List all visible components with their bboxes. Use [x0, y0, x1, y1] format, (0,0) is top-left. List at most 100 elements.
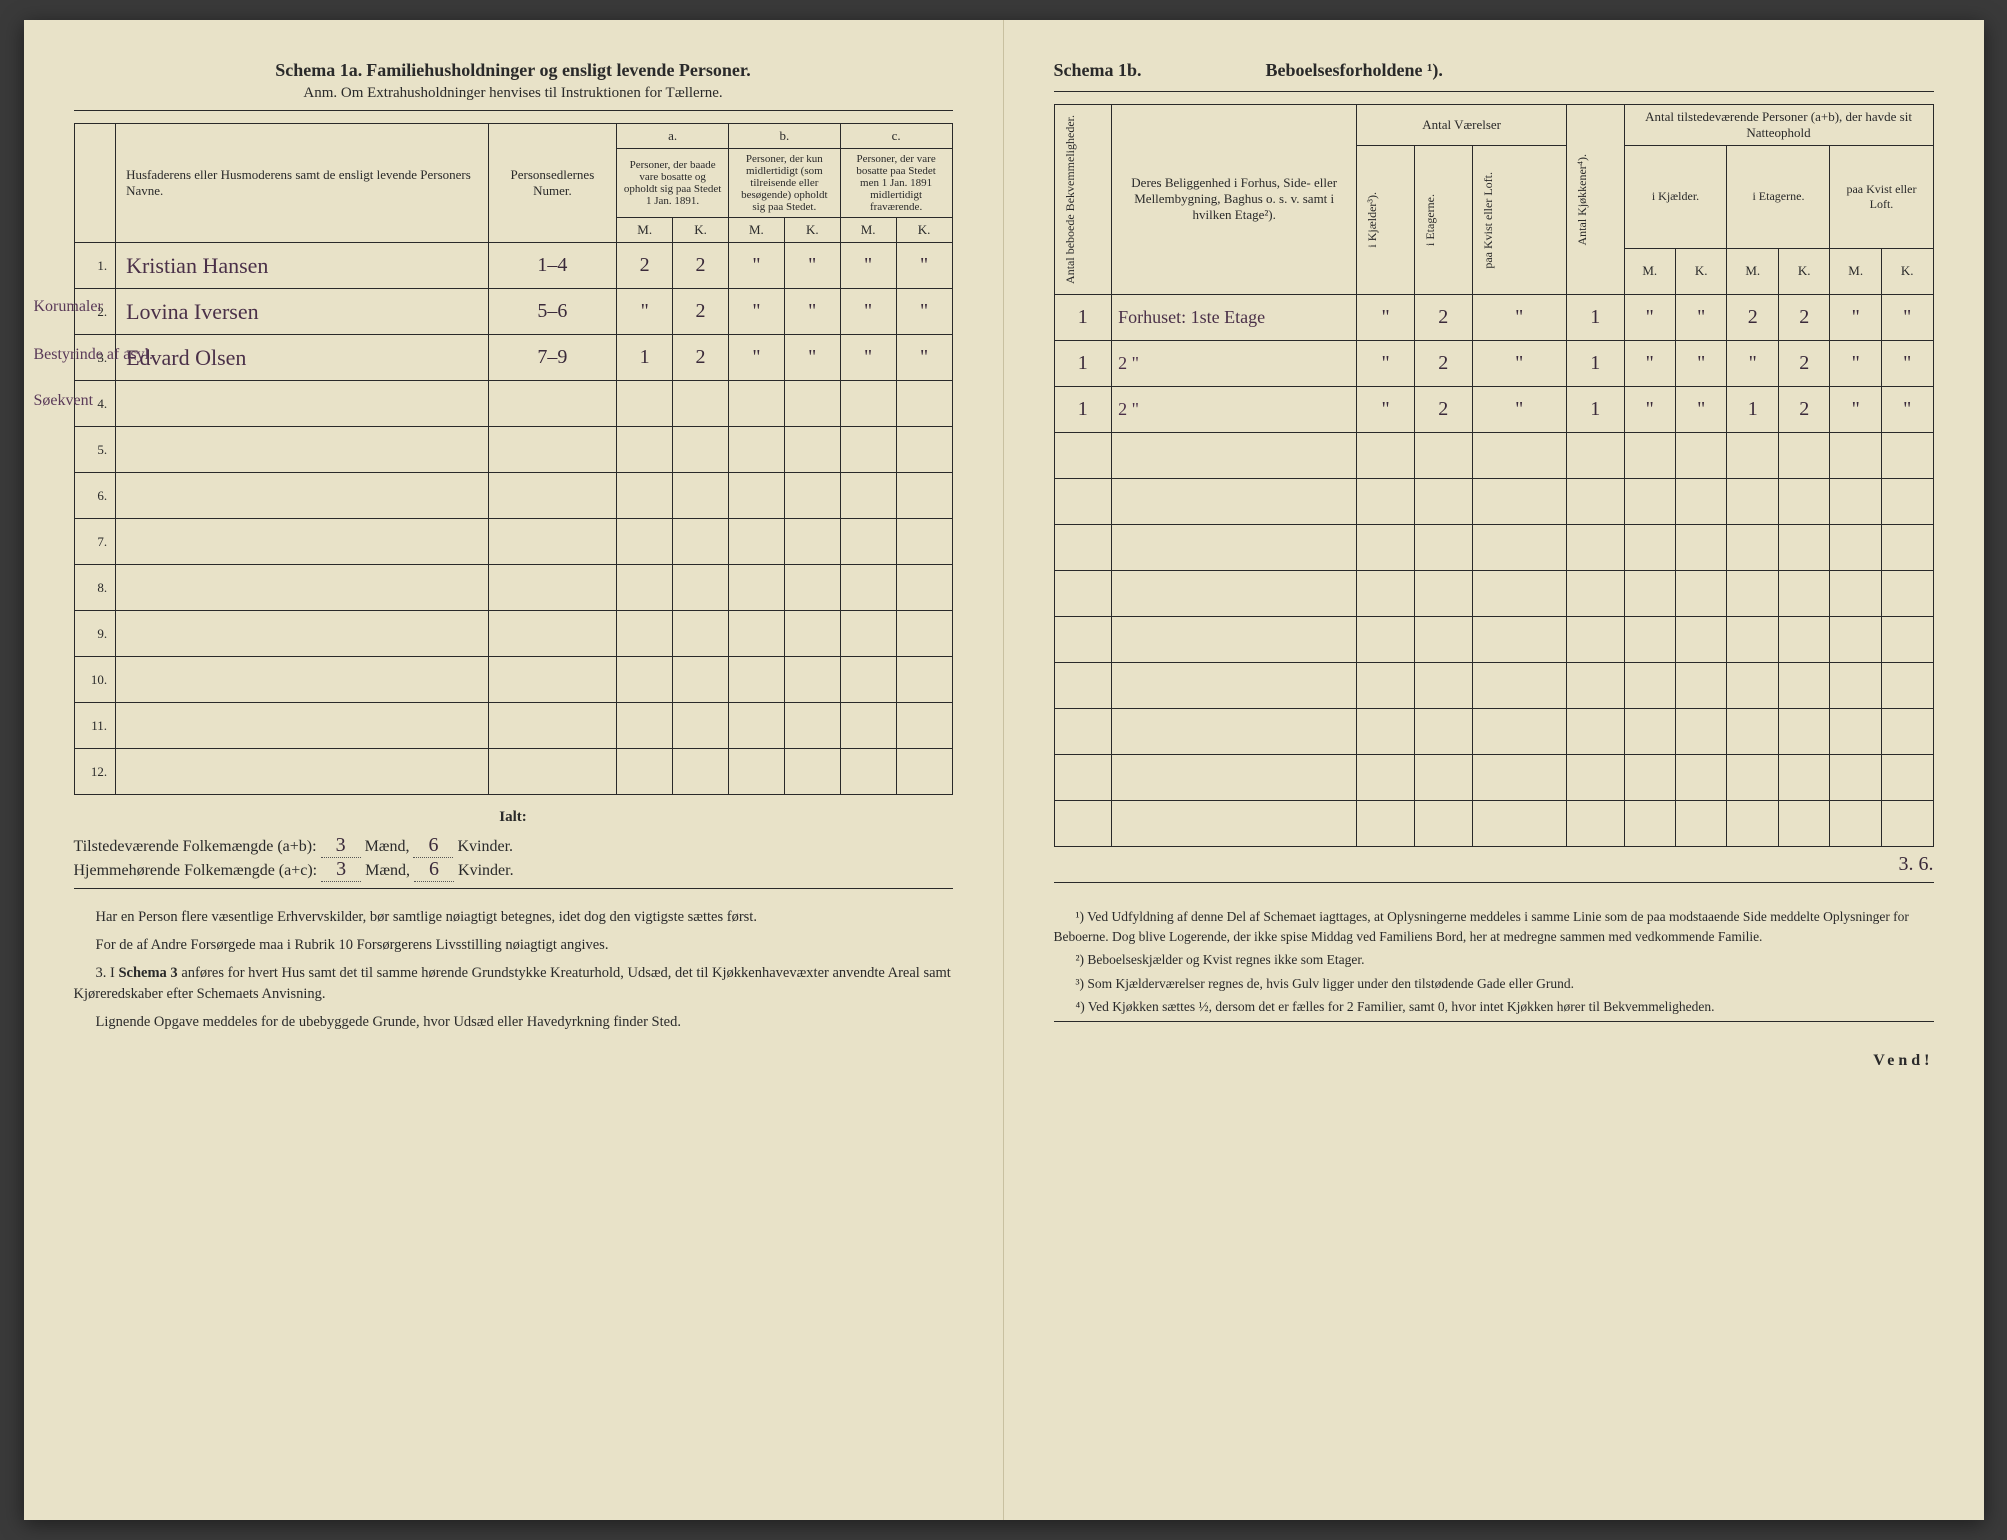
kk: 1 [1566, 294, 1624, 340]
et: 2 [1414, 340, 1472, 386]
kk [1566, 708, 1624, 754]
left-page: Schema 1a. Familiehusholdninger og ensli… [24, 20, 1004, 1520]
b-k [784, 611, 840, 657]
kv [1472, 754, 1566, 800]
et-k: K. [1778, 248, 1829, 294]
et [1414, 662, 1472, 708]
kk [1566, 800, 1624, 846]
name-cell [116, 611, 488, 657]
bekv [1054, 570, 1112, 616]
fn3: ³) Som Kjælderværelser regnes de, hvis G… [1054, 974, 1934, 994]
row-num: 6. [74, 473, 116, 519]
anm-line: Anm. Om Extrahusholdninger henvises til … [74, 85, 953, 102]
b-m [728, 749, 784, 795]
c-k: " [896, 335, 952, 381]
c-k [896, 565, 952, 611]
belig [1112, 524, 1357, 570]
col-b-desc: Personer, der kun midlertidigt (som tilr… [728, 149, 840, 218]
table-row [1054, 616, 1933, 662]
bekv: 1 [1054, 386, 1112, 432]
table-row: 12 ""2"1""12"" [1054, 386, 1933, 432]
kk2 [1676, 662, 1727, 708]
lk [1881, 478, 1933, 524]
num-cell [488, 473, 617, 519]
kv: " [1472, 340, 1566, 386]
col-num-header: Personsedlernes Numer. [488, 124, 617, 243]
kk2 [1676, 754, 1727, 800]
kk2 [1676, 616, 1727, 662]
ek [1778, 570, 1829, 616]
kv [1472, 570, 1566, 616]
bekv: 1 [1054, 340, 1112, 386]
lk [1881, 754, 1933, 800]
num-cell: 1–4 [488, 243, 617, 289]
ek [1778, 754, 1829, 800]
left-body-text: Har en Person flere væsentlige Erhvervsk… [74, 907, 953, 1034]
para3-rest: anføres for hvert Hus samt det til samme… [74, 965, 951, 1003]
c-m: " [840, 289, 896, 335]
b-k [784, 473, 840, 519]
right-bottom-tot: 3. 6. [1054, 853, 1934, 876]
kj-k: K. [1676, 248, 1727, 294]
b-k [784, 703, 840, 749]
kj [1357, 570, 1415, 616]
sub-etag: i Etagerne. [1727, 146, 1830, 249]
lm [1830, 478, 1881, 524]
bekv [1054, 754, 1112, 800]
km [1624, 570, 1675, 616]
row-num: 9. [74, 611, 116, 657]
col-kjael: i Kjælder³). [1363, 186, 1382, 254]
num-cell [488, 611, 617, 657]
b-m [728, 657, 784, 703]
name-cell: Edvard Olsen [116, 335, 488, 381]
lm: " [1830, 294, 1881, 340]
km [1624, 662, 1675, 708]
ek [1778, 478, 1829, 524]
fn2: ²) Beboelseskjælder og Kvist regnes ikke… [1054, 950, 1934, 970]
group-a: a. [617, 124, 729, 149]
lv-k: K. [1881, 248, 1933, 294]
kk2 [1676, 570, 1727, 616]
et [1414, 570, 1472, 616]
footnotes: ¹) Ved Udfyldning af denne Del af Schema… [1054, 907, 1934, 1017]
tot2-label: Hjemmehørende Folkemængde (a+c): [74, 862, 318, 879]
maend-1: Mænd, [365, 838, 410, 855]
c-m [840, 749, 896, 795]
col-c-desc: Personer, der vare bosatte paa Stedet me… [840, 149, 952, 218]
lk [1881, 616, 1933, 662]
lm: " [1830, 386, 1881, 432]
em [1727, 708, 1778, 754]
right-mid-rule [1054, 882, 1934, 883]
lk: " [1881, 294, 1933, 340]
row-num: 11. [74, 703, 116, 749]
row-num: 12. [74, 749, 116, 795]
sub-kvist: paa Kvist eller Loft. [1830, 146, 1933, 249]
lk [1881, 800, 1933, 846]
em [1727, 616, 1778, 662]
group-c: c. [840, 124, 952, 149]
table-row [1054, 662, 1933, 708]
table-row: 7. [74, 519, 952, 565]
km [1624, 478, 1675, 524]
ek: 2 [1778, 294, 1829, 340]
num-cell [488, 657, 617, 703]
bekv [1054, 478, 1112, 524]
kj [1357, 616, 1415, 662]
schema-1b-table: Antal beboede Bekvemmeligheder. Deres Be… [1054, 104, 1934, 847]
kvinder-1: Kvinder. [457, 838, 513, 855]
ek [1778, 524, 1829, 570]
name-cell: Kristian Hansen [116, 243, 488, 289]
name-cell [116, 473, 488, 519]
kk: 1 [1566, 340, 1624, 386]
name-cell [116, 657, 488, 703]
a-k [673, 381, 729, 427]
belig [1112, 432, 1357, 478]
right-page: Schema 1b. Beboelsesforholdene ¹). Antal… [1004, 20, 1984, 1520]
table-row: 12 ""2"1"""2"" [1054, 340, 1933, 386]
c-k [896, 611, 952, 657]
em [1727, 662, 1778, 708]
et [1414, 478, 1472, 524]
ek [1778, 800, 1829, 846]
c-m: " [840, 335, 896, 381]
a-m: " [617, 289, 673, 335]
